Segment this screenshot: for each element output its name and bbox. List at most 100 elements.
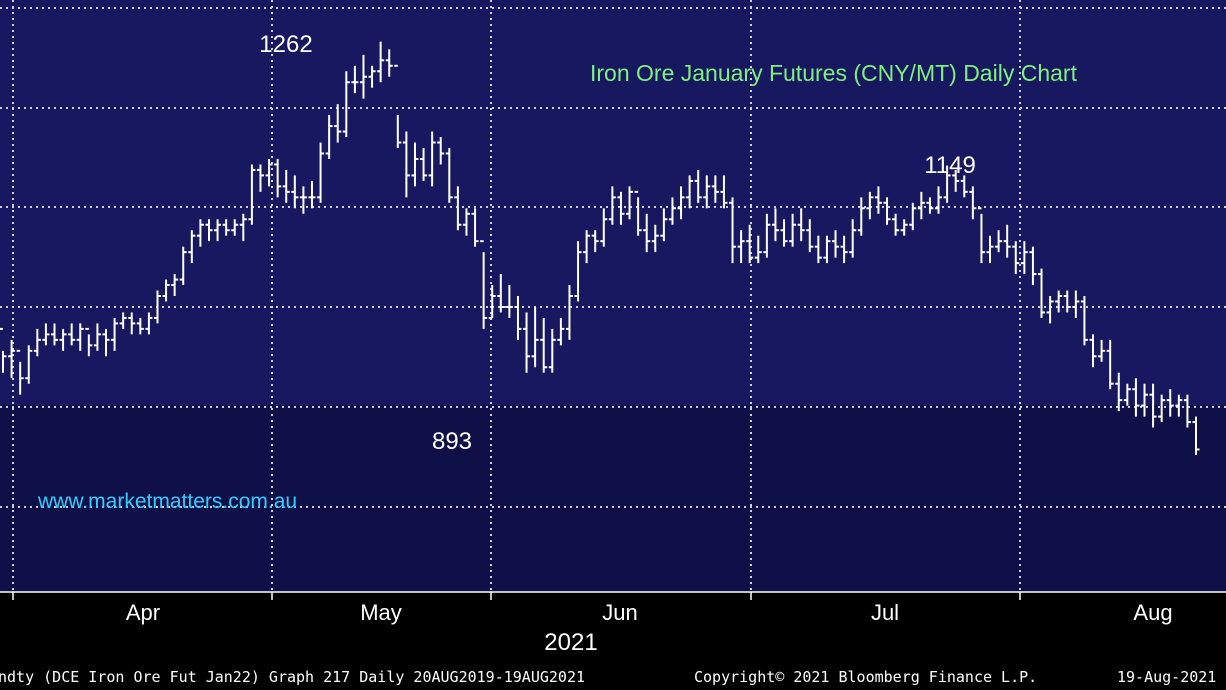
ohlc-bar (917, 191, 925, 220)
plot-lower-band (0, 405, 1226, 592)
ohlc-bar (1123, 383, 1131, 406)
ohlc-bar (334, 104, 342, 143)
ohlc-bar (1183, 394, 1191, 428)
ohlc-bar (574, 241, 582, 302)
ohlc-bar (548, 328, 556, 373)
ohlc-bar (179, 246, 187, 286)
ohlc-bar (1080, 296, 1088, 346)
ohlc-bar (995, 230, 1003, 253)
ohlc-bar (291, 175, 299, 209)
footer-copyright: Copyright© 2021 Bloomberg Finance L.P. (694, 668, 1038, 686)
price-annotation: 1262 (259, 31, 312, 58)
ohlc-bar (626, 186, 634, 220)
ohlc-bar (746, 224, 754, 264)
grid-lines (0, 0, 1226, 592)
ohlc-bar (308, 180, 316, 209)
ohlc-bar (33, 328, 41, 357)
ohlc-bar (703, 175, 711, 209)
ohlc-bar (145, 312, 153, 335)
ohlc-bar (480, 240, 488, 329)
ohlc-bar (926, 197, 934, 214)
ohlc-bar (359, 54, 367, 99)
ohlc-bar (420, 148, 428, 181)
ohlc-bar (935, 186, 943, 214)
ohlc-bar (986, 235, 994, 264)
x-tick-label: Jun (602, 600, 637, 625)
price-annotation: 1149 (924, 152, 976, 179)
x-tick-label: Apr (126, 600, 160, 625)
ohlc-bar (111, 317, 119, 351)
ohlc-bar (660, 208, 668, 242)
ohlc-bar (540, 317, 548, 373)
ohlc-bar (68, 323, 76, 346)
ohlc-bar (952, 169, 960, 192)
ohlc-bar (454, 186, 462, 231)
ohlc-bar (411, 142, 419, 187)
ohlc-bar (25, 345, 33, 384)
ohlc-bar (651, 224, 659, 253)
ohlc-bar (342, 71, 350, 138)
ohlc-bar (514, 296, 522, 340)
ohlc-bar (943, 165, 951, 203)
ohlc-bar (523, 312, 531, 373)
ohlc-bar (205, 219, 213, 242)
ohlc-bar (42, 323, 50, 346)
footer-source-info: ndty (DCE Iron Ore Fut Jan22) Graph 217 … (0, 668, 585, 686)
ohlc-bar (909, 202, 917, 231)
footer-date: 19-Aug-2021 (1117, 668, 1217, 686)
ohlc-bar (1149, 383, 1157, 428)
ohlc-bar (1029, 246, 1037, 286)
ohlc-bar (325, 115, 333, 159)
ohlc-bar (437, 137, 445, 165)
ohlc-bar (1038, 268, 1046, 318)
ohlc-bar (76, 323, 84, 351)
ohlc-bar (153, 290, 161, 324)
ohlc-bar (16, 349, 24, 395)
ohlc-bar (797, 208, 805, 242)
ohlc-bar (102, 328, 110, 357)
ohlc-bar (677, 186, 685, 220)
ohlc-bar (248, 164, 256, 225)
year-label: 2021 (544, 629, 597, 656)
x-tick-label: Jul (871, 600, 899, 625)
price-annotation: 893 (432, 428, 472, 455)
ohlc-bar (883, 197, 891, 225)
ohlc-bar (1132, 378, 1140, 417)
chart-title: Iron Ore January Futures (CNY/MT) Daily … (590, 60, 1078, 86)
ohlc-bar (351, 65, 359, 94)
footer-bar: ndty (DCE Iron Ore Fut Jan22) Graph 217 … (0, 662, 1226, 690)
ohlc-bar (643, 213, 651, 253)
ohlc-bar (368, 65, 376, 88)
ohlc-bar (1166, 389, 1174, 417)
ohlc-bar (814, 235, 822, 264)
ohlc-bar (600, 208, 608, 247)
ohlc-bar (462, 208, 470, 236)
ohlc-bar (857, 197, 865, 236)
ohlc-bar (763, 213, 771, 258)
ohlc-bar (93, 323, 101, 351)
ohlc-bar (0, 327, 7, 373)
ohlc-bar (8, 339, 16, 379)
ohlc-bar (265, 158, 273, 187)
ohlc-bar (214, 219, 222, 242)
ohlc-bar (1158, 394, 1166, 423)
ohlc-bar (729, 197, 737, 264)
x-axis: Apr May Jun Jul Aug (0, 591, 1226, 625)
ohlc-bar (1175, 394, 1183, 417)
ohlc-bar (256, 164, 264, 192)
ohlc-bar (849, 219, 857, 258)
ohlc-bar (119, 312, 127, 329)
ohlc-bar (188, 230, 196, 264)
ohlc-bar (282, 169, 290, 203)
ohlc-bar (239, 213, 247, 242)
ohlc-bar (823, 235, 831, 264)
ohlc-bar (591, 230, 599, 253)
ohlc-bar (1089, 334, 1097, 368)
ohlc-bar (789, 213, 797, 247)
ohlc-bar (222, 219, 230, 236)
ohlc-bar (711, 175, 719, 203)
ohlc-bar (1003, 224, 1011, 258)
ohlc-bar (1106, 339, 1114, 390)
ohlc-bar (1063, 290, 1071, 313)
ohlc-bar (780, 219, 788, 247)
